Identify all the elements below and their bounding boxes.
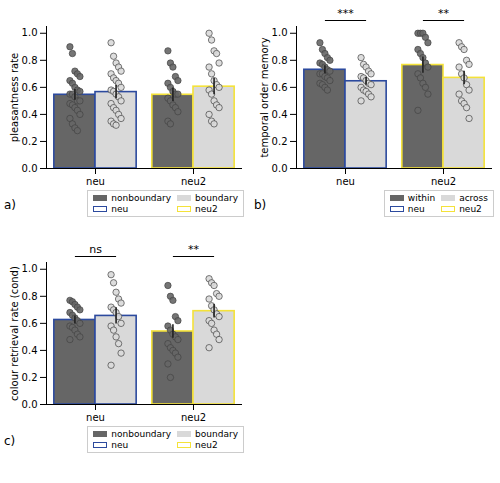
svg-text:0.6: 0.6: [22, 82, 38, 93]
svg-text:ns: ns: [89, 243, 102, 256]
html-text:neu: neu: [111, 440, 129, 450]
html-text:boundary: boundary: [195, 429, 238, 439]
svg-text:0.6: 0.6: [272, 82, 288, 93]
svg-text:neu: neu: [86, 176, 105, 187]
svg-text:1.0: 1.0: [22, 263, 38, 274]
svg-text:neu2: neu2: [181, 412, 206, 423]
html-text:a): a): [4, 198, 16, 212]
svg-text:***: ***: [337, 7, 354, 20]
svg-text:0.6: 0.6: [22, 318, 38, 329]
html-text:nonboundary: nonboundary: [111, 193, 172, 203]
svg-text:pleasantness rate: pleasantness rate: [9, 53, 20, 142]
html-text:neu: neu: [111, 204, 129, 214]
svg-text:0.2: 0.2: [272, 136, 288, 147]
svg-text:0.0: 0.0: [22, 163, 38, 174]
html-text:nonboundary: nonboundary: [111, 429, 172, 439]
svg-text:**: **: [438, 7, 450, 20]
html-text:within: within: [407, 193, 436, 203]
svg-text:0.4: 0.4: [22, 345, 38, 356]
svg-text:neu: neu: [336, 176, 355, 187]
svg-text:temporal order memory: temporal order memory: [259, 37, 270, 157]
html-text:neu2: neu2: [195, 204, 218, 214]
svg-text:neu: neu: [86, 412, 105, 423]
html-text:b): b): [254, 198, 267, 212]
svg-text:0.0: 0.0: [272, 163, 288, 174]
svg-text:neu2: neu2: [431, 176, 456, 187]
svg-text:neu2: neu2: [181, 176, 206, 187]
html-text:neu2: neu2: [459, 204, 482, 214]
svg-text:1.0: 1.0: [22, 27, 38, 38]
svg-text:0.8: 0.8: [22, 55, 38, 66]
svg-text:0.8: 0.8: [272, 55, 288, 66]
svg-text:colour retrieval rate (cond): colour retrieval rate (cond): [9, 266, 20, 401]
html-text:across: across: [459, 193, 488, 203]
svg-text:0.4: 0.4: [272, 109, 288, 120]
svg-text:0.4: 0.4: [22, 109, 38, 120]
html-text:neu2: neu2: [195, 440, 218, 450]
svg-text:1.0: 1.0: [272, 27, 288, 38]
html-text:c): c): [4, 434, 16, 448]
html-text:boundary: boundary: [195, 193, 238, 203]
svg-text:0.0: 0.0: [22, 399, 38, 410]
svg-text:0.2: 0.2: [22, 136, 38, 147]
svg-text:0.8: 0.8: [22, 291, 38, 302]
html-text:neu: neu: [407, 204, 425, 214]
svg-text:0.2: 0.2: [22, 372, 38, 383]
svg-text:**: **: [188, 243, 200, 256]
